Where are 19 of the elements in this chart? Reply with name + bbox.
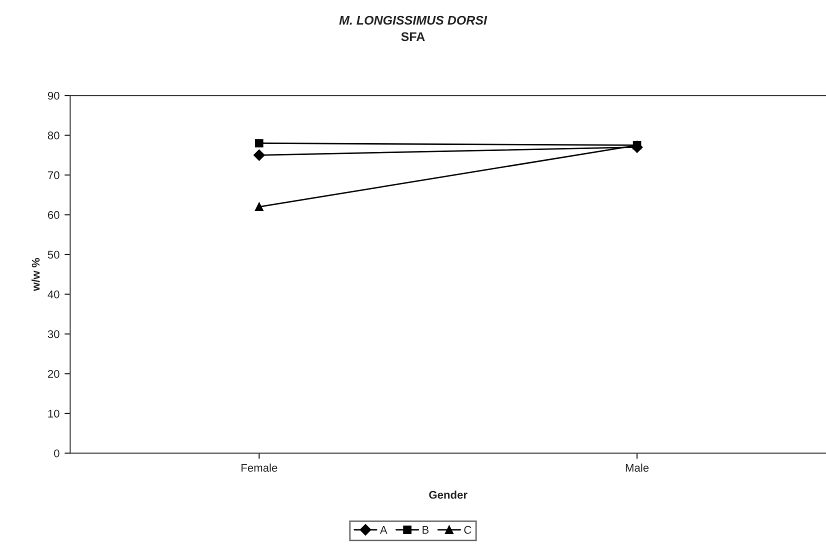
y-tick-label: 30 [48,330,60,338]
y-axis-title: w/w % [32,258,40,292]
legend-label: C [464,526,472,534]
x-tick-label: Female [242,464,278,472]
y-tick-label: 50 [48,250,60,259]
x-axis-title: Gender [429,490,468,499]
y-tick-label: 90 [48,92,60,100]
legend-label: B [422,526,429,534]
y-tick-label: 10 [48,410,60,418]
chart-title: M. LONGISSIMUS DORSI [339,16,488,25]
chart-subtitle: SFA [401,32,425,42]
y-tick-label: 20 [48,370,60,378]
y-tick-label: 40 [48,290,60,298]
y-tick-label: 80 [48,132,60,140]
y-tick-label: 0 [54,449,60,458]
y-tick-label: 60 [48,211,60,219]
y-tick-label: 70 [48,171,60,180]
x-tick-label: Male [626,464,649,472]
legend-label: A [380,526,388,534]
